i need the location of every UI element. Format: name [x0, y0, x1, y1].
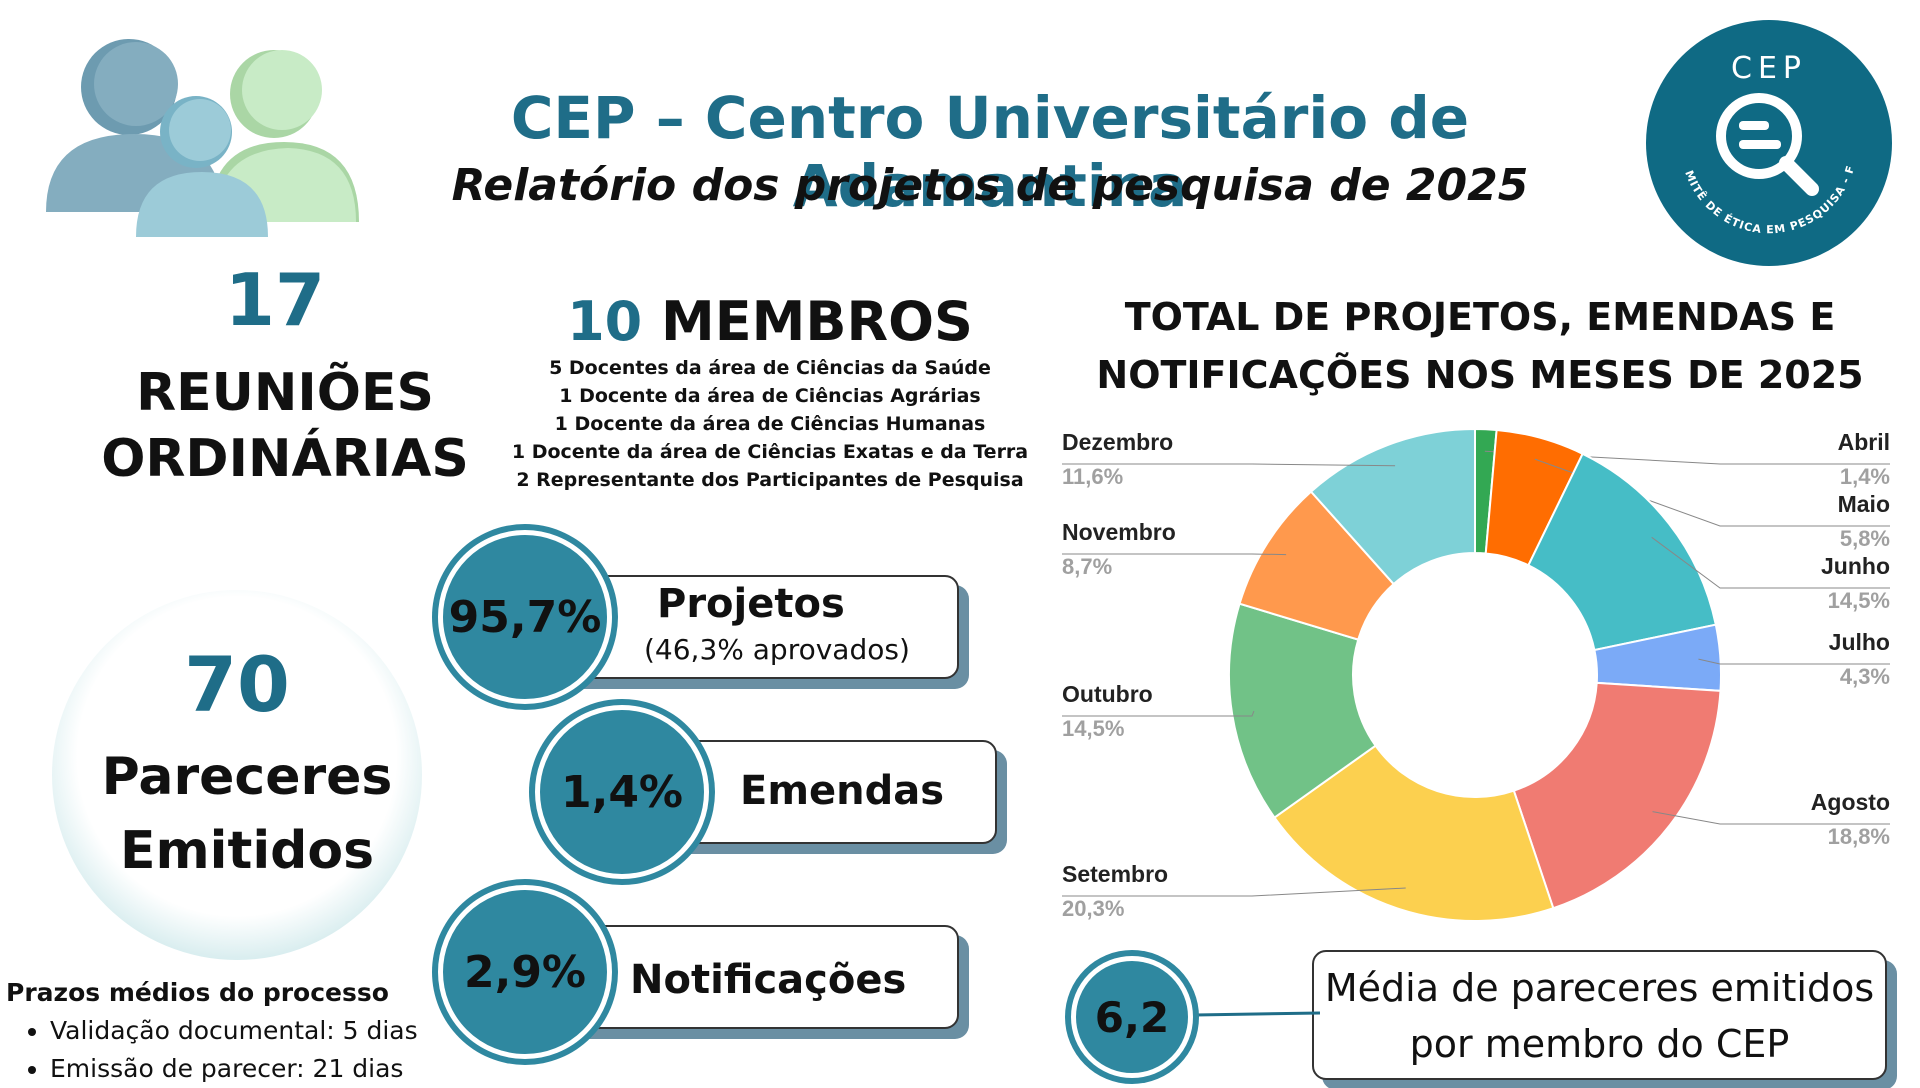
page-title: CEP – Centro Universitário de Adamantina: [510, 84, 1470, 220]
chart-title: TOTAL DE PROJETOS, EMENDAS E NOTIFICAÇÕE…: [1096, 295, 1864, 397]
donut-leader-line: [1062, 887, 1406, 897]
membros-item: 5 Docentes da área de Ciências da Saúde: [549, 357, 991, 379]
projetos-label: Projetos: [657, 581, 845, 627]
membros-heading: 10 MEMBROS: [567, 290, 973, 353]
donut-leader-line: [1652, 811, 1890, 825]
membros-list: 5 Docentes da área de Ciências da Saúde …: [500, 354, 1040, 494]
media-line2: por membro do CEP: [1409, 1022, 1790, 1066]
cep-logo: CEP COMITÊ DE ÉTICA EM PESQUISA - FAI: [1644, 18, 1892, 266]
donut-value-label: 20,3%: [1062, 896, 1124, 921]
donut-label: Outubro: [1062, 681, 1153, 707]
donut-label: Junho: [1821, 553, 1890, 579]
pareceres-label: Pareceres Emitidos: [101, 747, 393, 881]
donut-leader-line: [1062, 710, 1255, 717]
media-line1: Média de pareceres emitidos: [1324, 966, 1875, 1010]
donut-leader-line: [1062, 463, 1396, 467]
donut-value-label: 4,3%: [1840, 664, 1890, 689]
donut-value-label: 8,7%: [1062, 554, 1112, 579]
media-circle: 6,2: [1071, 956, 1193, 1078]
membros-item: 1 Docente da área de Ciências Humanas: [554, 413, 986, 435]
media-card: Média de pareceres emitidos por membro d…: [1312, 950, 1887, 1080]
donut-value-label: 11,6%: [1062, 464, 1123, 489]
membros-item: 2 Representante dos Participantes de Pes…: [516, 469, 1024, 491]
projetos-pct: 95,7%: [448, 591, 602, 643]
donut-label: Novembro: [1062, 519, 1176, 545]
donut-label: Setembro: [1062, 861, 1168, 887]
donut-label: Dezembro: [1062, 429, 1173, 455]
projetos-sub: (46,3% aprovados): [644, 633, 910, 666]
donut-slice-junho: [1527, 452, 1717, 652]
donut-value-label: 18,8%: [1828, 824, 1890, 849]
donut-label: Abril: [1838, 429, 1890, 455]
donut-leader-line: [1698, 658, 1890, 665]
donut-slice-agosto: [1512, 681, 1722, 910]
people-icon: [46, 39, 359, 237]
media-value: 6,2: [1094, 992, 1170, 1042]
donut-label: Agosto: [1811, 789, 1890, 815]
membros-item: 1 Docente da área de Ciências Agrárias: [559, 385, 981, 407]
prazos-item: Emissão de parecer: 21 dias: [50, 1050, 418, 1088]
donut-slice-dezembro: [1309, 427, 1476, 586]
donut-slice-outubro: [1228, 602, 1377, 819]
membros-item: 1 Docente da área de Ciências Exatas e d…: [511, 441, 1029, 463]
reunioes-label: REUNIÕES ORDINÁRIAS: [101, 363, 469, 489]
logo-text: CEP: [1731, 51, 1807, 86]
page-subtitle: Relatório dos projetos de pesquisa de 20…: [451, 160, 1529, 211]
prazos-list: Validação documental: 5 dias Emissão de …: [18, 1012, 418, 1088]
prazos-title: Prazos médios do processo: [6, 978, 389, 1007]
emendas-pct-circle: 1,4%: [535, 705, 709, 879]
donut-slice-setembro: [1273, 744, 1555, 922]
donut-leader-line: [1062, 553, 1287, 556]
donut-value-label: 14,5%: [1828, 588, 1890, 613]
donut-value-label: 5,8%: [1840, 526, 1890, 551]
emendas-label: Emendas: [740, 768, 945, 814]
notificacoes-label: Notificações: [630, 957, 907, 1003]
projetos-pct-circle: 95,7%: [438, 530, 612, 704]
donut-label: Maio: [1838, 491, 1890, 517]
notificacoes-pct: 2,9%: [463, 946, 587, 998]
pareceres-circle: [52, 590, 422, 960]
media-connector: [1195, 1011, 1320, 1017]
pareceres-count: 70: [184, 640, 290, 729]
prazos-item: Validação documental: 5 dias: [50, 1012, 418, 1050]
donut-label: Julho: [1829, 629, 1890, 655]
donut-leader-line: [1651, 536, 1890, 589]
notificacoes-pct-circle: 2,9%: [438, 885, 612, 1059]
reunioes-count: 17: [224, 258, 326, 342]
emendas-pct: 1,4%: [560, 766, 684, 818]
donut-value-label: 1,4%: [1840, 464, 1890, 489]
donut-value-label: 14,5%: [1062, 716, 1124, 741]
donut-chart: Abril 1,4%Maio 5,8%Junho 14,5% Julho 4,3% Agos…: [1062, 427, 1890, 922]
